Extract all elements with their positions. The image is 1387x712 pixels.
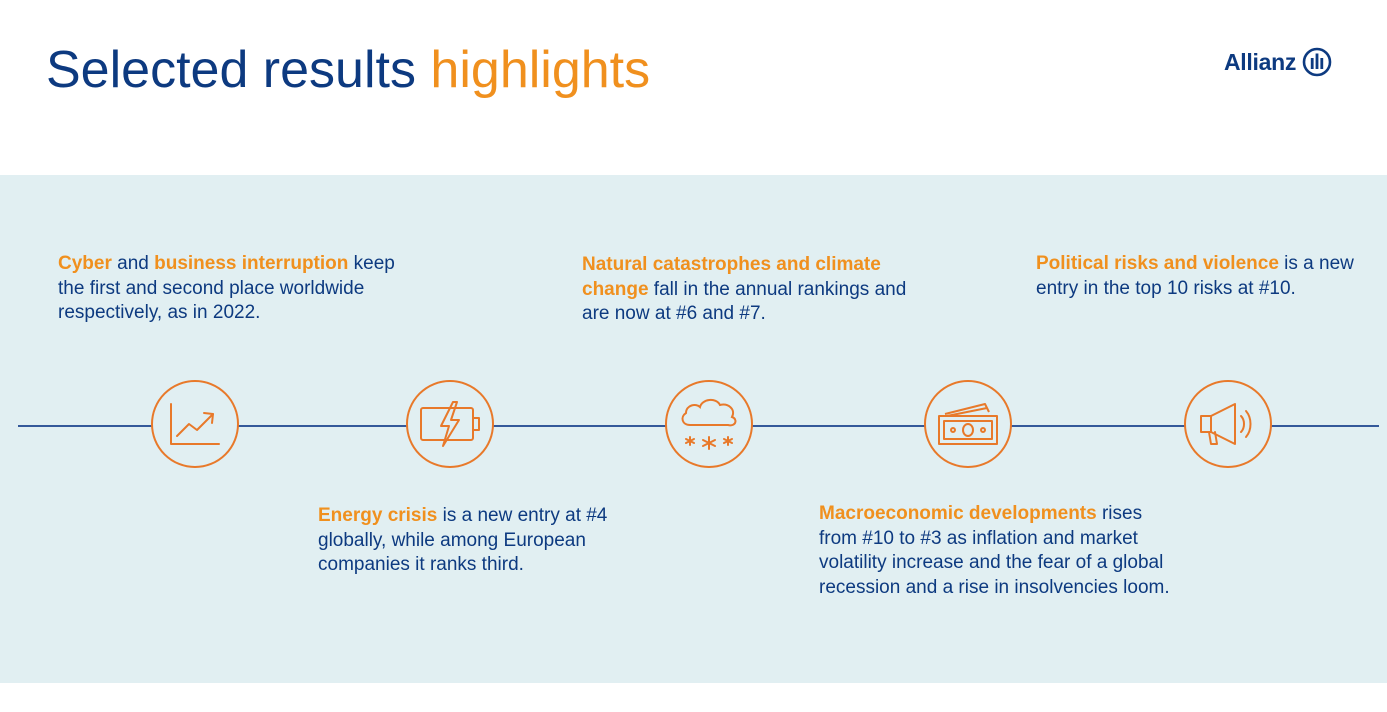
political-highlight: Political risks and violence — [1036, 253, 1279, 274]
node-natcat — [665, 380, 753, 468]
node-energy — [406, 380, 494, 468]
highlight-macro: Macroeconomic developments rises from #1… — [819, 502, 1174, 600]
macro-highlight: Macroeconomic developments — [819, 503, 1097, 524]
energy-text: is a new entry at #4 globally, while amo… — [318, 505, 608, 576]
cyber-connector: and — [111, 253, 155, 274]
title-main: Selected results — [46, 41, 416, 99]
chart-trend-icon — [170, 403, 220, 445]
node-macro — [924, 380, 1012, 468]
macro-text: rises from #10 to #3 as inflation and ma… — [819, 503, 1170, 598]
megaphone-icon — [1200, 403, 1252, 445]
cloud-snow-icon — [681, 399, 737, 450]
energy-crisis-highlight: Energy crisis — [318, 505, 438, 526]
battery-bolt-icon — [420, 401, 480, 447]
highlight-natcat: Natural catastrophes and climate change … — [582, 253, 912, 327]
cyber-text: keep the first and second place worldwid… — [58, 253, 395, 324]
banknotes-icon — [938, 403, 998, 445]
node-political — [1184, 380, 1272, 468]
allianz-logo: Allianz — [1224, 46, 1332, 78]
brand-name: Allianz — [1224, 49, 1297, 75]
cyber-highlight: Cyber — [58, 253, 112, 274]
political-text: is a new entry in the top 10 risks at #1… — [1036, 253, 1354, 299]
highlight-political: Political risks and violence is a new en… — [1036, 252, 1384, 301]
highlight-cyber: Cyber and business interruption keep the… — [58, 252, 398, 326]
natcat-text: fall in the annual rankings and are now … — [582, 278, 907, 325]
natcat-highlight: Natural catastrophes and climate change — [582, 254, 881, 300]
allianz-eagle-icon — [1302, 47, 1332, 77]
title-accent: highlights — [430, 41, 651, 99]
node-cyber — [151, 380, 239, 468]
business-interruption-highlight: business interruption — [154, 253, 349, 274]
page-title: Selected results highlights — [46, 38, 650, 102]
highlight-energy: Energy crisis is a new entry at #4 globa… — [318, 504, 648, 578]
